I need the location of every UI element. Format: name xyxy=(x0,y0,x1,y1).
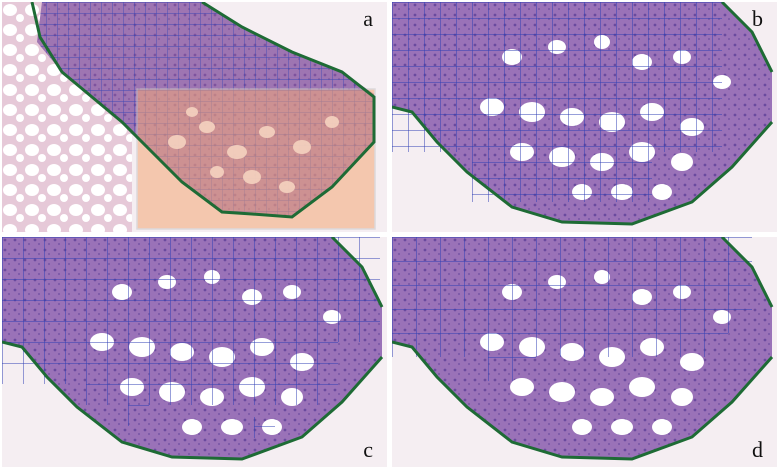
panel-label: c xyxy=(363,437,373,462)
panel-b: b xyxy=(392,2,777,232)
tissue-image-b xyxy=(392,2,777,232)
panel-a: a xyxy=(2,2,387,232)
tissue-image-a xyxy=(2,2,387,232)
panel-label: a xyxy=(363,6,373,31)
panel-label: d xyxy=(752,437,763,462)
tissue-image-c xyxy=(2,237,387,467)
tissue-image-d xyxy=(392,237,777,467)
panel-c: c xyxy=(2,237,387,467)
panel-label: b xyxy=(752,6,763,31)
panel-d: d xyxy=(392,237,777,467)
